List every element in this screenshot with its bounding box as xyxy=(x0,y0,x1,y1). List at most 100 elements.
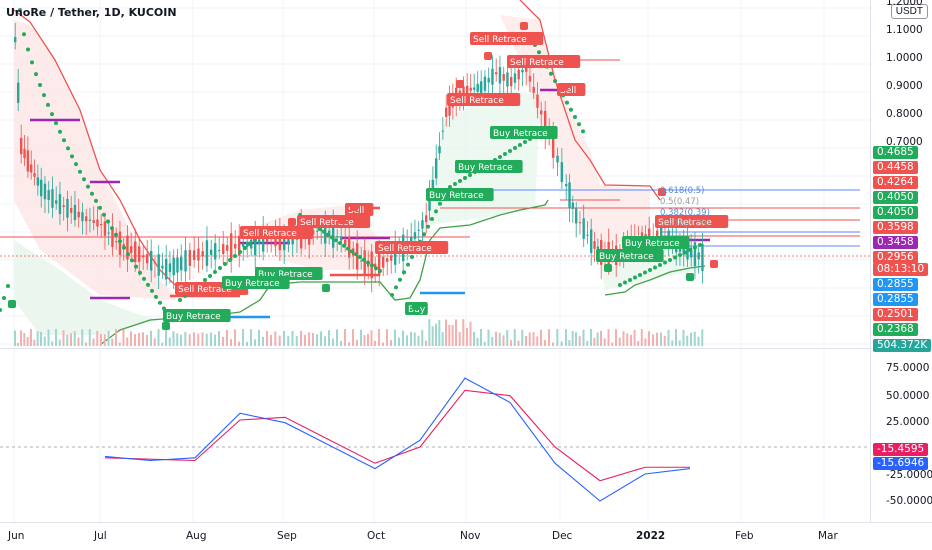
sar-dot xyxy=(110,226,114,231)
volume-bar xyxy=(378,329,380,346)
candle xyxy=(316,230,319,232)
currency-badge[interactable]: USDT xyxy=(890,4,928,19)
buy-retrace-label-bg xyxy=(222,276,290,289)
sar-dot xyxy=(78,169,82,174)
buy-retrace-label[interactable]: Buy Retrace xyxy=(426,188,494,201)
volume-bar xyxy=(36,331,39,346)
sell-retrace-label[interactable]: Sell Retrace xyxy=(240,226,314,239)
volume-bar xyxy=(406,335,408,346)
candle xyxy=(201,251,204,257)
sar-dot xyxy=(518,143,522,147)
volume-bar xyxy=(92,338,95,346)
sar-dot xyxy=(463,176,467,180)
sar-dot xyxy=(503,152,507,156)
volume-bar xyxy=(652,334,654,346)
volume-bar xyxy=(312,332,314,346)
sar-dot xyxy=(26,47,30,52)
candle xyxy=(540,110,543,115)
volume-bar xyxy=(578,336,581,346)
sar-dot xyxy=(430,217,434,221)
volume-bar xyxy=(266,330,268,346)
candle xyxy=(85,216,88,222)
candle xyxy=(690,247,693,258)
buy-retrace-label[interactable]: Buy Retrace xyxy=(596,249,664,262)
volume-bar xyxy=(352,329,354,346)
sell-retrace-label[interactable]: Sell Retrace xyxy=(375,241,449,254)
volume-bar xyxy=(107,330,110,346)
sell-retrace-label[interactable]: Sell Retrace xyxy=(470,32,544,45)
price-tag: 0.4050 xyxy=(873,206,918,219)
time-tick: Aug xyxy=(186,530,207,542)
buy-retrace-label[interactable]: Buy Retrace xyxy=(490,126,558,139)
candle xyxy=(332,222,335,248)
candle xyxy=(582,218,585,239)
candle xyxy=(466,85,469,95)
volume-bar xyxy=(348,342,350,346)
sar-dot xyxy=(213,270,217,274)
sell-retrace-label-bg xyxy=(507,55,581,68)
buy-retrace-label[interactable]: Buy Retrace xyxy=(222,276,290,289)
osc-tick: 50.0000 xyxy=(886,390,930,402)
sell-retrace-label[interactable]: Sell Retrace xyxy=(655,215,729,228)
sar-dot xyxy=(565,100,569,105)
candle xyxy=(55,200,58,204)
sell-label-text: Sell xyxy=(348,206,364,216)
time-axis-border xyxy=(0,522,932,523)
candle xyxy=(360,260,363,262)
sar-dot xyxy=(362,257,366,262)
volume-bar xyxy=(118,342,121,346)
volume-bar xyxy=(14,330,16,346)
price-tag: 0.2855 xyxy=(873,278,918,291)
volume-bar xyxy=(386,329,388,346)
volume-bar xyxy=(197,333,200,346)
volume-bar xyxy=(637,340,640,346)
sar-dot xyxy=(203,278,207,282)
volume-bar xyxy=(441,332,444,346)
sell-retrace-label[interactable]: Sell Retrace xyxy=(297,215,371,228)
buy-retrace-label[interactable]: Buy Retrace xyxy=(455,160,523,173)
volume-bar xyxy=(115,329,117,346)
buy-retrace-label-bg xyxy=(622,236,690,249)
buy-retrace-label[interactable]: Buy Retrace xyxy=(163,309,231,322)
volume-bar xyxy=(70,333,72,346)
candle xyxy=(51,189,54,208)
candle xyxy=(697,252,700,260)
volume-bar xyxy=(47,329,50,346)
sar-dot xyxy=(30,60,34,65)
sar-dot xyxy=(498,155,502,159)
candle xyxy=(230,233,233,261)
sar-dot xyxy=(688,248,692,252)
sar-dot xyxy=(523,140,527,144)
sell-retrace-label[interactable]: Sell Retrace xyxy=(447,93,521,106)
candle xyxy=(480,81,483,94)
candle xyxy=(92,220,95,224)
sell-label[interactable]: Sell xyxy=(345,203,374,216)
candle xyxy=(26,150,30,172)
volume-bar xyxy=(544,339,546,346)
candle xyxy=(30,164,33,173)
pane-separator[interactable] xyxy=(0,348,870,349)
volume-bar xyxy=(498,332,501,346)
sar-dot xyxy=(643,270,647,275)
sar-dot xyxy=(98,205,102,210)
sell-retrace-label-text: Sell Retrace xyxy=(378,244,432,254)
sar-dot xyxy=(398,277,402,282)
candle xyxy=(413,232,417,239)
candle xyxy=(134,241,137,263)
sar-dot xyxy=(82,177,86,182)
candle xyxy=(103,221,107,236)
sar-dot xyxy=(683,250,687,255)
sar-dot xyxy=(573,115,577,119)
volume-bar xyxy=(596,332,599,346)
candle xyxy=(266,236,269,243)
sar-dot xyxy=(38,82,42,87)
sell-retrace-label[interactable]: Sell Retrace xyxy=(507,55,581,68)
volume-bar xyxy=(600,330,602,346)
candle xyxy=(435,158,438,179)
candle xyxy=(441,130,445,132)
buy-retrace-label[interactable]: Buy Retrace xyxy=(622,236,690,249)
volume-bar xyxy=(686,335,689,346)
price-tick: 1.0000 xyxy=(886,52,923,64)
